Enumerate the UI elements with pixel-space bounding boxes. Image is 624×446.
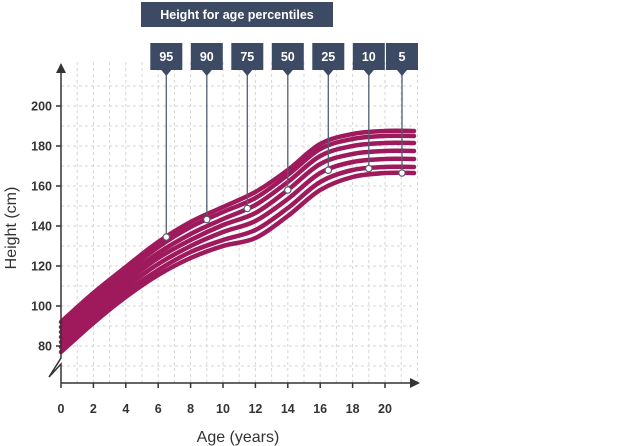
percentile-curve-50 <box>58 148 417 340</box>
percentile-curve-90 <box>58 133 417 330</box>
percentile-curve-5 <box>58 170 417 355</box>
percentile-marker-50 <box>283 186 292 194</box>
x-tick-label: 8 <box>187 402 194 416</box>
percentile-tag-pointer-90 <box>201 70 212 76</box>
percentile-tag-25 <box>312 43 345 70</box>
y-tick-label: 120 <box>31 260 52 274</box>
x-tick-label: 10 <box>216 402 230 416</box>
y-tick-label: 100 <box>31 300 52 314</box>
percentile-tag-90 <box>190 43 223 70</box>
percentile-marker-10 <box>364 164 373 173</box>
y-tick-label: 140 <box>31 220 52 234</box>
percentile-label-95: 95 <box>159 50 173 64</box>
x-tick-label: 16 <box>313 402 327 416</box>
percentile-curve-95 <box>58 128 417 325</box>
percentile-curve-10 <box>58 164 417 350</box>
percentile-marker-75 <box>243 204 252 213</box>
percentile-tag-pointer-50 <box>282 70 293 76</box>
x-axis-arrow <box>410 378 420 388</box>
percentile-tag-pointer-95 <box>161 70 172 76</box>
percentile-label-5: 5 <box>399 50 406 64</box>
x-tick-label: 12 <box>248 402 262 416</box>
x-tick-label: 20 <box>378 402 392 416</box>
percentile-label-10: 10 <box>362 50 376 64</box>
percentile-label-75: 75 <box>240 50 254 64</box>
percentile-leaders: 95 90 75 50 25 10 5 <box>150 43 418 241</box>
x-tick-label: 6 <box>155 402 162 416</box>
tick-labels: 80 100 120 140 160 180 200 0 2 4 6 8 10 12 14 16 18 20 <box>31 100 392 417</box>
percentile-label-50: 50 <box>281 50 295 64</box>
y-axis-line <box>48 70 62 383</box>
percentile-tag-pointer-75 <box>242 70 253 76</box>
percentile-tag-75 <box>231 43 264 70</box>
y-tick-label: 80 <box>38 340 52 354</box>
chart-title: Height for age percentiles <box>141 2 333 27</box>
x-tick-label: 4 <box>122 402 129 416</box>
x-tick-label: 2 <box>90 402 97 416</box>
x-axis-title: Age (years) <box>197 429 280 446</box>
percentile-label-90: 90 <box>200 50 214 64</box>
percentile-tag-50 <box>271 43 304 70</box>
grid <box>61 62 418 383</box>
percentile-curves <box>58 128 417 355</box>
x-tick-label: 0 <box>58 402 65 416</box>
percentile-tag-10 <box>352 43 385 70</box>
axes <box>48 63 420 388</box>
percentile-marker-5 <box>398 169 406 177</box>
percentile-tag-pointer-5 <box>397 70 407 76</box>
percentile-tag-pointer-10 <box>363 70 374 76</box>
y-axis-arrow <box>56 63 66 73</box>
percentile-label-25: 25 <box>321 50 335 64</box>
y-axis-title: Height (cm) <box>3 187 20 270</box>
x-tick-label: 14 <box>281 402 295 416</box>
x-tick-label: 18 <box>346 402 360 416</box>
percentile-marker-90 <box>203 215 211 224</box>
y-tick-label: 200 <box>31 100 52 114</box>
y-tick-label: 160 <box>31 180 52 194</box>
percentile-curve-75 <box>58 140 417 335</box>
percentile-curve-25 <box>58 156 417 345</box>
percentile-marker-25 <box>324 166 333 175</box>
chart-title-text: Height for age percentiles <box>160 8 314 22</box>
y-tick-label: 180 <box>31 140 52 154</box>
percentile-tag-95 <box>150 43 183 70</box>
percentile-tag-5 <box>386 43 418 70</box>
percentile-tag-pointer-25 <box>323 70 334 76</box>
percentile-marker-95 <box>162 233 171 241</box>
